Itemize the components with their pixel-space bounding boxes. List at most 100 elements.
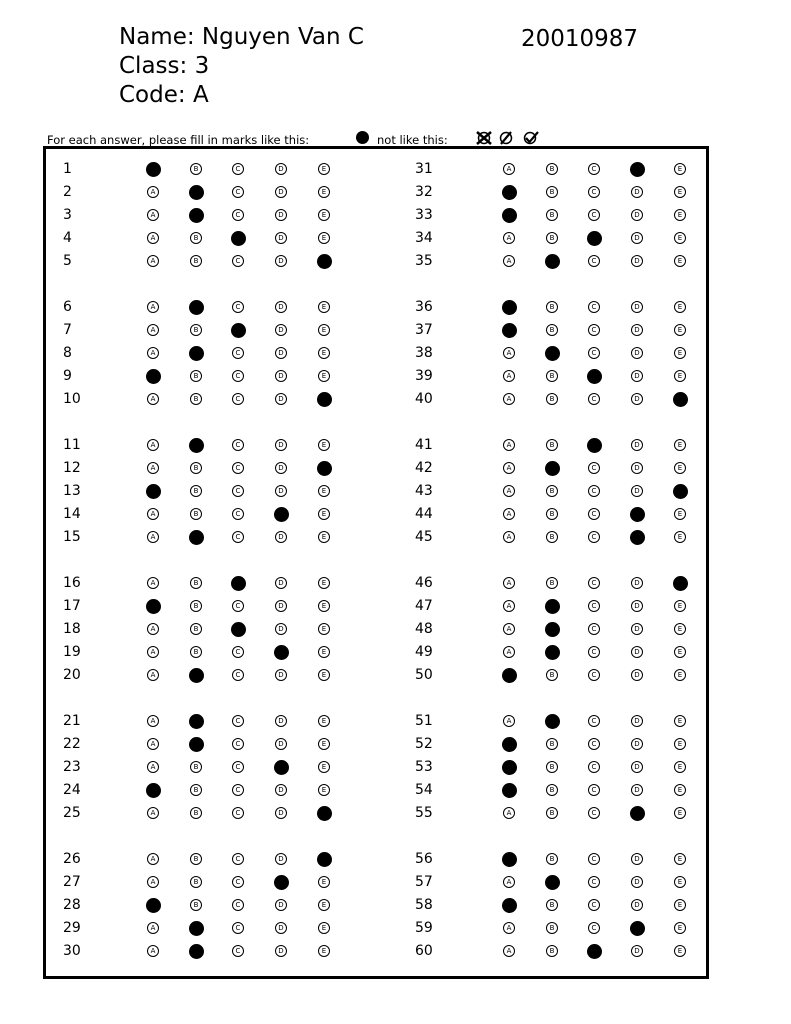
- answer-bubble-b[interactable]: B: [190, 462, 202, 474]
- answer-bubble-b[interactable]: B: [546, 669, 558, 681]
- answer-bubble-e[interactable]: E: [674, 508, 686, 520]
- answer-bubble-b[interactable]: B: [190, 577, 202, 589]
- answer-bubble-b[interactable]: B: [190, 600, 202, 612]
- answer-bubble-c[interactable]: C: [232, 531, 244, 543]
- answer-bubble-e[interactable]: E: [674, 255, 686, 267]
- answer-bubble-a[interactable]: A: [145, 368, 161, 384]
- answer-bubble-c[interactable]: C: [232, 807, 244, 819]
- answer-bubble-b[interactable]: B: [190, 807, 202, 819]
- answer-bubble-d[interactable]: D: [275, 577, 287, 589]
- answer-bubble-e[interactable]: E: [318, 922, 330, 934]
- answer-bubble-b[interactable]: B: [190, 232, 202, 244]
- answer-bubble-e[interactable]: E: [318, 784, 330, 796]
- answer-bubble-d[interactable]: D: [631, 347, 643, 359]
- answer-bubble-c[interactable]: C: [232, 669, 244, 681]
- answer-bubble-b[interactable]: B: [190, 324, 202, 336]
- answer-bubble-c[interactable]: C: [588, 393, 600, 405]
- answer-bubble-e[interactable]: E: [674, 600, 686, 612]
- answer-bubble-b[interactable]: B: [190, 899, 202, 911]
- answer-bubble-d[interactable]: D: [275, 393, 287, 405]
- answer-bubble-d[interactable]: D: [273, 644, 289, 660]
- answer-bubble-b[interactable]: B: [190, 370, 202, 382]
- answer-bubble-a[interactable]: A: [147, 393, 159, 405]
- answer-bubble-a[interactable]: A: [147, 623, 159, 635]
- answer-bubble-b[interactable]: B: [546, 761, 558, 773]
- answer-bubble-e[interactable]: E: [674, 347, 686, 359]
- answer-bubble-b[interactable]: B: [544, 874, 560, 890]
- answer-bubble-c[interactable]: C: [230, 575, 246, 591]
- answer-bubble-d[interactable]: D: [629, 920, 645, 936]
- answer-bubble-d[interactable]: D: [631, 646, 643, 658]
- answer-bubble-c[interactable]: C: [232, 899, 244, 911]
- answer-bubble-d[interactable]: D: [275, 853, 287, 865]
- answer-bubble-e[interactable]: E: [674, 623, 686, 635]
- answer-bubble-a[interactable]: A: [501, 667, 517, 683]
- answer-bubble-d[interactable]: D: [631, 784, 643, 796]
- answer-bubble-c[interactable]: C: [232, 347, 244, 359]
- answer-bubble-a[interactable]: A: [501, 299, 517, 315]
- answer-bubble-e[interactable]: E: [318, 600, 330, 612]
- answer-bubble-c[interactable]: C: [588, 462, 600, 474]
- answer-bubble-e[interactable]: E: [318, 186, 330, 198]
- answer-bubble-b[interactable]: B: [188, 184, 204, 200]
- answer-bubble-c[interactable]: C: [232, 715, 244, 727]
- answer-bubble-d[interactable]: D: [275, 715, 287, 727]
- answer-bubble-e[interactable]: E: [318, 485, 330, 497]
- answer-bubble-d[interactable]: D: [631, 669, 643, 681]
- answer-bubble-a[interactable]: A: [501, 851, 517, 867]
- answer-bubble-b[interactable]: B: [188, 345, 204, 361]
- answer-bubble-b[interactable]: B: [190, 876, 202, 888]
- answer-bubble-b[interactable]: B: [190, 761, 202, 773]
- answer-bubble-a[interactable]: A: [501, 759, 517, 775]
- answer-bubble-e[interactable]: E: [318, 899, 330, 911]
- answer-bubble-c[interactable]: C: [588, 807, 600, 819]
- answer-bubble-d[interactable]: D: [275, 600, 287, 612]
- answer-bubble-c[interactable]: C: [588, 876, 600, 888]
- answer-bubble-d[interactable]: D: [631, 186, 643, 198]
- answer-bubble-c[interactable]: C: [232, 163, 244, 175]
- answer-bubble-d[interactable]: D: [631, 232, 643, 244]
- answer-bubble-e[interactable]: E: [674, 531, 686, 543]
- answer-bubble-e[interactable]: E: [674, 209, 686, 221]
- answer-bubble-e[interactable]: E: [316, 391, 332, 407]
- answer-bubble-e[interactable]: E: [318, 163, 330, 175]
- answer-bubble-c[interactable]: C: [232, 646, 244, 658]
- answer-bubble-e[interactable]: E: [318, 738, 330, 750]
- answer-bubble-d[interactable]: D: [631, 715, 643, 727]
- answer-bubble-e[interactable]: E: [318, 577, 330, 589]
- answer-bubble-a[interactable]: A: [503, 508, 515, 520]
- answer-bubble-a[interactable]: A: [147, 646, 159, 658]
- answer-bubble-c[interactable]: C: [586, 230, 602, 246]
- answer-bubble-b[interactable]: B: [546, 945, 558, 957]
- answer-bubble-a[interactable]: A: [503, 922, 515, 934]
- answer-bubble-e[interactable]: E: [318, 623, 330, 635]
- answer-bubble-d[interactable]: D: [275, 899, 287, 911]
- answer-bubble-e[interactable]: E: [318, 876, 330, 888]
- answer-bubble-e[interactable]: E: [674, 807, 686, 819]
- answer-bubble-d[interactable]: D: [275, 623, 287, 635]
- answer-bubble-d[interactable]: D: [631, 876, 643, 888]
- answer-bubble-b[interactable]: B: [544, 598, 560, 614]
- answer-bubble-d[interactable]: D: [631, 209, 643, 221]
- answer-bubble-a[interactable]: A: [503, 232, 515, 244]
- answer-bubble-b[interactable]: B: [546, 922, 558, 934]
- answer-bubble-c[interactable]: C: [230, 322, 246, 338]
- answer-bubble-d[interactable]: D: [631, 301, 643, 313]
- answer-bubble-b[interactable]: B: [544, 460, 560, 476]
- answer-bubble-b[interactable]: B: [546, 163, 558, 175]
- answer-bubble-c[interactable]: C: [586, 368, 602, 384]
- answer-bubble-a[interactable]: A: [147, 186, 159, 198]
- answer-bubble-e[interactable]: E: [318, 945, 330, 957]
- answer-bubble-d[interactable]: D: [631, 577, 643, 589]
- answer-bubble-b[interactable]: B: [188, 920, 204, 936]
- answer-bubble-c[interactable]: C: [232, 945, 244, 957]
- answer-bubble-a[interactable]: A: [501, 736, 517, 752]
- answer-bubble-e[interactable]: E: [674, 761, 686, 773]
- answer-bubble-a[interactable]: A: [503, 255, 515, 267]
- answer-bubble-d[interactable]: D: [631, 324, 643, 336]
- answer-bubble-b[interactable]: B: [190, 853, 202, 865]
- answer-bubble-d[interactable]: D: [275, 531, 287, 543]
- answer-bubble-e[interactable]: E: [674, 462, 686, 474]
- answer-bubble-a[interactable]: A: [503, 646, 515, 658]
- answer-bubble-a[interactable]: A: [147, 738, 159, 750]
